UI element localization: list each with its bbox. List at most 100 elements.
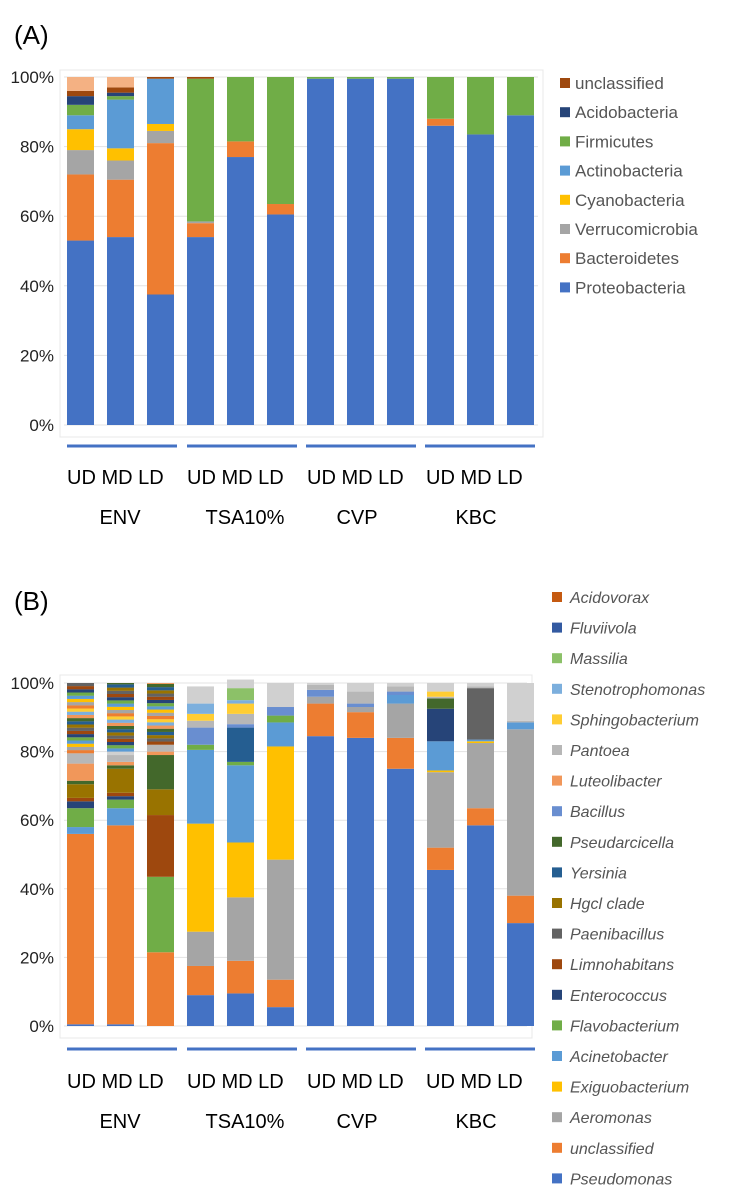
legend-label: Pseudomonas — [570, 1171, 672, 1188]
bar-segment-other — [467, 683, 494, 687]
bar-segment-verrucomicrobia — [147, 130, 174, 144]
legend-label: Cyanobacteria — [575, 191, 685, 210]
minor-taxa-stripe — [107, 713, 134, 717]
minor-taxa-stripe — [107, 722, 134, 726]
panel-label: (A) — [14, 20, 49, 50]
bar-segment-limnohabitans — [147, 815, 174, 877]
bar-segment-pantoea — [147, 744, 174, 752]
minor-taxa-stripe — [107, 742, 134, 746]
legend-label: Firmicutes — [575, 132, 653, 151]
legend-label: Flavobacterium — [570, 1018, 679, 1035]
legend-label: Aeromonas — [569, 1110, 652, 1127]
bar-segment-other — [227, 679, 254, 689]
bar-segment-proteobacteria — [307, 78, 334, 426]
bar-segment-unclassified — [467, 808, 494, 826]
bar-segment-firmicutes — [347, 77, 374, 79]
legend-label: Acidobacteria — [575, 103, 679, 122]
bar-segment-unclassified — [307, 703, 334, 737]
legend-swatch — [552, 1051, 562, 1061]
y-tick-label: 20% — [20, 346, 54, 365]
bar-segment-other — [187, 686, 214, 704]
x-sublabels: UD MD LD — [426, 467, 523, 489]
y-tick-label: 80% — [20, 743, 54, 762]
legend-label: Exiguobacterium — [570, 1080, 689, 1097]
bar-segment-acinetobacter — [67, 827, 94, 834]
bar-segment-exiguobacterium — [427, 770, 454, 773]
bar-segment-acinetobacter — [467, 739, 494, 742]
y-tick-label: 60% — [20, 811, 54, 830]
bar-segment-proteobacteria — [507, 115, 534, 425]
bar-segment-cyanobacteria — [67, 129, 94, 151]
legend-swatch — [560, 194, 570, 205]
bar-segment-other — [107, 77, 134, 88]
bar-segment-luteolibacter — [67, 763, 94, 781]
legend-swatch — [552, 714, 562, 725]
bar-segment-proteobacteria — [187, 237, 214, 425]
minor-taxa-stripe — [147, 722, 174, 726]
bar-segment-firmicutes — [467, 77, 494, 135]
x-group-label: TSA10% — [206, 1111, 285, 1133]
minor-taxa-stripe — [67, 724, 94, 728]
legend-label: Limnohabitans — [570, 957, 674, 974]
legend-label: unclassified — [575, 74, 664, 93]
bar-segment-luteolibacter — [147, 751, 174, 756]
legend-label: Paenibacillus — [570, 927, 664, 944]
bar-segment-proteobacteria — [267, 214, 294, 425]
bar-segment-unclassified — [107, 825, 134, 1025]
bar-segment-actinobacteria — [67, 115, 94, 130]
bar-segment-aeromonas — [267, 859, 294, 980]
legend-swatch — [552, 775, 562, 786]
bar-segment-other — [387, 683, 414, 687]
minor-taxa-stripe — [107, 748, 134, 752]
bar-segment-acinetobacter — [227, 765, 254, 843]
bar-segment-sphingobacterium — [187, 713, 214, 721]
minor-taxa-stripe — [107, 697, 134, 701]
minor-taxa-stripe — [107, 738, 134, 742]
legend-swatch — [552, 1173, 562, 1184]
bar-segment-proteobacteria — [227, 157, 254, 426]
legend-swatch — [560, 136, 570, 147]
minor-taxa-stripe — [107, 726, 134, 730]
legend-label: Actinobacteria — [575, 162, 683, 181]
legend-label: unclassified — [570, 1141, 655, 1158]
bar-segment-aeromonas — [347, 707, 374, 713]
bar-segment-yersinia — [227, 727, 254, 762]
bar-segment-pseudomonas — [387, 768, 414, 1026]
minor-taxa-stripe — [107, 710, 134, 714]
bar-segment-acinetobacter — [507, 722, 534, 730]
bar-segment-flavobacterium — [67, 808, 94, 828]
minor-taxa-stripe — [147, 699, 174, 704]
minor-taxa-stripe — [147, 687, 174, 691]
bar-segment-enterococcus — [107, 796, 134, 800]
bar-segment-acinetobacter — [387, 695, 414, 704]
legend-label: Acinetobacter — [569, 1049, 669, 1066]
bar-segment-limnohabitans — [107, 792, 134, 797]
minor-taxa-stripe — [67, 698, 94, 703]
bar-segment-pantoea — [387, 686, 414, 692]
plot-area — [59, 69, 544, 438]
minor-taxa-stripe — [107, 703, 134, 707]
legend-swatch — [560, 78, 570, 88]
bar-segment-bacteroidetes — [427, 118, 454, 126]
legend-label: Yersinia — [570, 865, 627, 882]
legend-swatch — [552, 928, 562, 939]
minor-taxa-stripe — [107, 694, 134, 698]
bar-segment-luteolibacter — [107, 761, 134, 766]
bar-segment-pantoea — [227, 713, 254, 725]
bar-segment-bacillus — [227, 724, 254, 728]
minor-taxa-stripe — [107, 690, 134, 694]
bar-segment-bacteroidetes — [267, 204, 294, 215]
bar-segment-pantoea — [107, 755, 134, 762]
bar-segment-firmicutes — [67, 104, 94, 116]
bar-segment-acinetobacter — [267, 722, 294, 747]
bar-segment-proteobacteria — [107, 237, 134, 425]
bar-segment-firmicutes — [427, 77, 454, 119]
bar-segment-bacillus — [267, 707, 294, 716]
legend-swatch — [552, 898, 562, 908]
x-sublabels: UD MD LD — [307, 1071, 404, 1093]
bar-segment-unclassified — [147, 952, 174, 1026]
legend-label: Proteobacteria — [575, 278, 686, 297]
minor-taxa-stripe — [67, 714, 94, 719]
y-tick-label: 0% — [29, 1017, 54, 1036]
